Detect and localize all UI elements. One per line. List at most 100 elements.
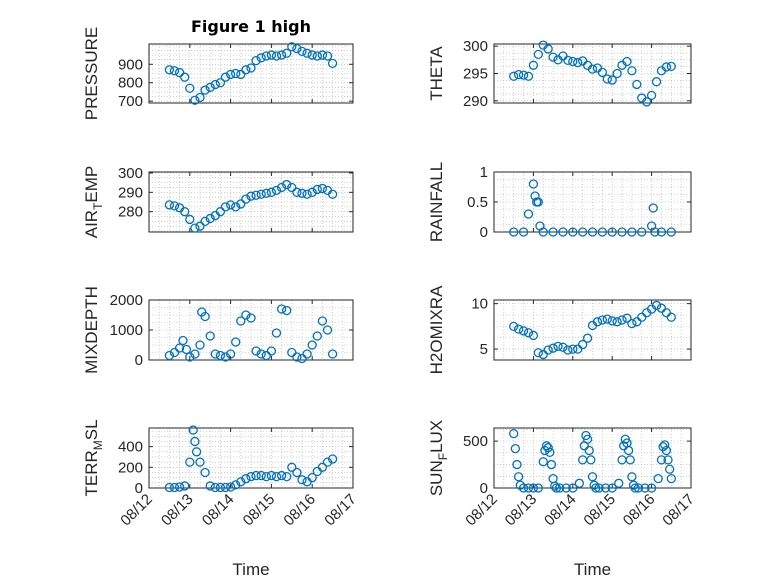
y-axis-label: RAINFALL (427, 162, 446, 242)
data-point (231, 68, 241, 79)
data-point (622, 313, 632, 323)
y-axis-label: AIRTEMP (82, 166, 105, 239)
data-point (627, 318, 637, 329)
data-point (215, 207, 226, 217)
x-tick-label: 08/16 (620, 491, 659, 530)
y-tick-label: 10 (471, 296, 488, 313)
data-point (666, 312, 676, 322)
data-point (271, 185, 282, 196)
data-point (220, 72, 231, 82)
data-point (586, 455, 596, 465)
data-point (256, 470, 266, 481)
data-point (625, 455, 635, 465)
data-point (312, 51, 322, 61)
data-point (614, 478, 624, 488)
axes-box (148, 171, 354, 233)
data-point (292, 352, 302, 362)
data-point (637, 312, 647, 322)
data-point (665, 464, 675, 474)
data-point (563, 345, 573, 355)
data-point (236, 199, 246, 209)
data-point (307, 340, 317, 350)
data-point (646, 483, 657, 493)
data-point (623, 445, 634, 456)
data-point (612, 317, 622, 327)
data-point (231, 337, 241, 347)
data-point (513, 324, 524, 334)
data-point (597, 67, 607, 78)
data-point (307, 187, 317, 197)
data-point (322, 325, 333, 335)
data-point (220, 352, 231, 362)
data-point (174, 482, 185, 492)
data-point (568, 344, 578, 354)
data-point (322, 457, 333, 467)
data-point (594, 483, 604, 493)
data-point (241, 474, 251, 484)
data-point (205, 213, 215, 224)
data-point (582, 333, 593, 343)
data-point (568, 227, 578, 237)
data-point (195, 92, 205, 103)
data-point (241, 194, 251, 204)
data-point (650, 227, 660, 237)
data-point (578, 227, 588, 237)
data-point (582, 434, 593, 444)
data-point (317, 183, 328, 194)
data-point (302, 48, 312, 58)
axes-box (148, 427, 354, 489)
data-point (185, 352, 195, 362)
y-axis-label: SUNFLUX (427, 420, 450, 496)
data-point (533, 197, 543, 207)
panel-mixdepth: 0 1000 2000 MIXDEPTH (82, 286, 354, 374)
data-point (241, 310, 251, 320)
data-point (251, 55, 261, 66)
y-axis-label: THETA (427, 46, 446, 101)
data-point (205, 331, 215, 341)
data-point (651, 300, 662, 311)
data-point (312, 466, 322, 477)
data-point (180, 207, 190, 217)
data-point (276, 470, 287, 481)
data-point (322, 51, 333, 61)
data-point (164, 482, 175, 493)
data-point (602, 74, 612, 84)
y-tick-label: 0 (480, 224, 488, 241)
y-tick-label: 900 (118, 56, 143, 73)
data-point (169, 66, 180, 76)
data-point (276, 304, 287, 314)
data-point (592, 63, 603, 73)
data-point (200, 216, 210, 227)
data-point (256, 189, 266, 199)
data-point (225, 200, 236, 210)
data-point (538, 227, 548, 237)
data-point (528, 60, 539, 70)
x-axis-label: Time (574, 560, 611, 579)
data-point (617, 315, 627, 325)
data-point (164, 200, 175, 210)
data-point (307, 473, 317, 483)
data-point (592, 317, 603, 327)
data-point (509, 71, 519, 81)
y-tick-label: 5 (480, 341, 488, 358)
data-point (518, 326, 529, 336)
data-point (666, 473, 676, 484)
series-markers (509, 179, 676, 237)
axes-box (493, 427, 692, 489)
x-tick-label: 08/17 (659, 491, 698, 530)
data-point (513, 472, 524, 482)
data-point (236, 316, 246, 326)
data-point (282, 305, 292, 316)
data-point (210, 482, 220, 493)
y-tick-label: 280 (118, 204, 143, 221)
data-point (568, 483, 578, 493)
data-point (297, 46, 307, 57)
data-point (607, 483, 617, 493)
data-point (548, 343, 558, 353)
data-point (591, 483, 601, 493)
data-point (195, 340, 205, 350)
y-tick-label: 800 (118, 75, 143, 92)
data-point (266, 50, 277, 60)
